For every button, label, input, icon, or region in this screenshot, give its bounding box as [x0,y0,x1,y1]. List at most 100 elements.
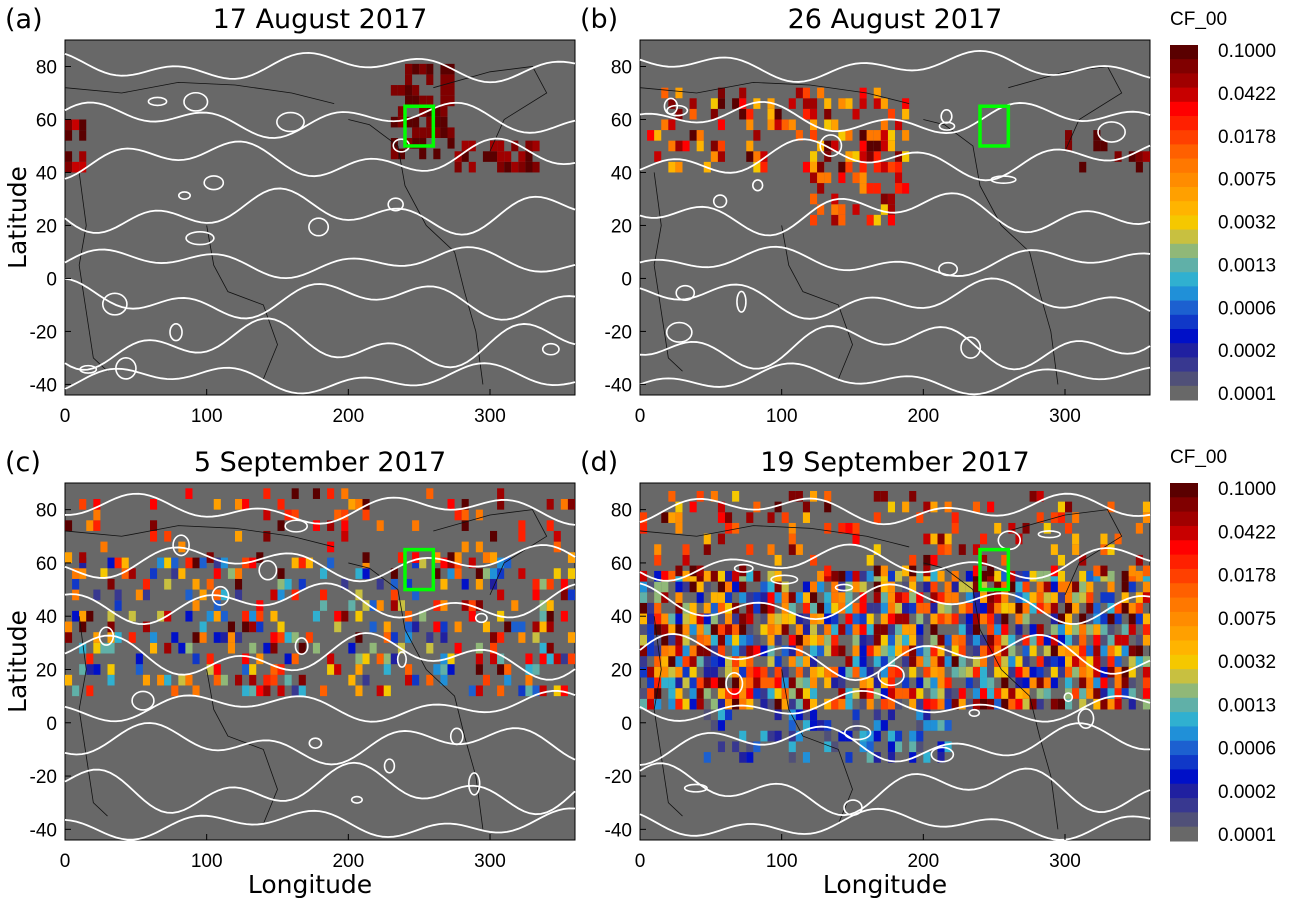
heatmap-cell [845,602,853,614]
heatmap-cell [532,685,540,697]
heatmap-cell [511,161,519,173]
heatmap-cell [560,498,568,510]
heatmap-cell [1043,688,1051,699]
heatmap-cell [746,151,754,162]
heatmap-cell [334,621,342,633]
heatmap-cell [810,130,818,141]
heatmap-cell [944,634,952,646]
heatmap-cell [383,653,391,665]
heatmap-cell [1065,592,1073,603]
heatmap-cell [703,645,711,657]
heatmap-cell [1001,677,1009,689]
heatmap-cell [1008,698,1016,710]
heatmap-cell [895,645,903,657]
heatmap-cell [902,130,910,141]
heatmap-cell [654,613,662,625]
heatmap-cell [767,698,775,710]
heatmap-cell [987,677,995,689]
heatmap-cell [525,653,533,665]
heatmap-cell [838,592,846,603]
coastline [1008,509,1123,596]
heatmap-cell [753,570,761,582]
heatmap-cell [1114,634,1122,646]
heatmap-cell [866,602,874,614]
heatmap-cell [65,552,73,563]
heatmap-cell [859,624,867,635]
heatmap-cell [235,589,243,601]
heatmap-cell [767,602,775,614]
heatmap-cell [1100,533,1108,545]
heatmap-cell [831,204,839,215]
heatmap-cell [958,613,966,625]
heatmap-cell [916,730,924,742]
heatmap-cell [710,151,718,162]
heatmap-cell [994,613,1002,625]
colorbar-swatch [1170,158,1198,174]
heatmap-cell [475,541,483,553]
heatmap-cell [944,720,952,731]
heatmap-cell [525,140,533,152]
heatmap-cell [965,570,973,582]
heatmap-cell [192,632,200,643]
heatmap-cell [277,621,285,633]
heatmap-cell [994,592,1002,603]
heatmap-cell [383,664,391,675]
heatmap-cell [845,98,853,109]
x-axis-label: Longitude [823,870,947,899]
heatmap-cell [703,581,711,593]
heatmap-cell [412,63,420,75]
heatmap-cell [490,151,498,162]
heatmap-cell [504,664,512,675]
heatmap-cell [859,677,867,689]
heatmap-cell [838,602,846,614]
heatmap-cell [824,592,832,603]
colorbar-label: 0.0013 [1218,255,1276,276]
heatmap-cell [958,645,966,657]
heatmap-cell [72,119,80,131]
y-tick-label: 40 [611,607,632,628]
heatmap-cell [185,674,193,686]
heatmap-cell [717,501,725,513]
heatmap-cell [873,161,881,173]
heatmap-cell [426,95,434,107]
heatmap-cell [760,666,768,678]
heatmap-cell [235,498,243,510]
heatmap-cell [86,685,94,697]
heatmap-cell [795,709,803,721]
heatmap-cell [654,624,662,635]
colorbar-swatch [1170,87,1198,103]
heatmap-cell [852,688,860,699]
heatmap-cell [1008,656,1016,667]
heatmap-cell [86,653,94,665]
heatmap-cell [980,592,988,603]
heatmap-cell [710,677,718,689]
heatmap-cell [788,613,796,625]
heatmap-cell [546,610,554,622]
heatmap-cell [277,498,285,510]
x-tick-label: 100 [191,406,223,427]
heatmap-cell [142,589,150,601]
heatmap-cell [270,632,278,643]
colorbar-label: 0.0006 [1218,739,1276,760]
heatmap-cell [107,674,115,686]
heatmap-cell [930,533,938,545]
heatmap-cell [1079,677,1087,689]
heatmap-cell [710,656,718,667]
heatmap-cell [1121,624,1129,635]
heatmap-cell [497,568,505,579]
heatmap-cell [504,674,512,686]
heatmap-cell [810,634,818,646]
x-tick-label: 0 [60,851,71,872]
heatmap-cell [717,140,725,152]
heatmap-cell [277,685,285,697]
heatmap-cell [980,602,988,614]
heatmap-cell [93,498,101,510]
heatmap-cell [802,613,810,625]
x-tick-label: 100 [191,851,223,872]
heatmap-cell [739,730,747,742]
heatmap-cell [739,752,747,763]
heatmap-cell [390,568,398,579]
heatmap-cell [902,656,910,667]
colorbar-swatch [1170,740,1198,756]
heatmap-cell [412,621,420,633]
